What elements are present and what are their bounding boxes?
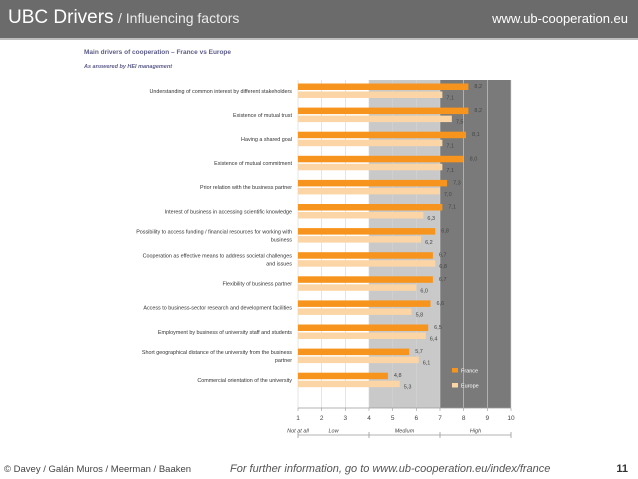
bar-europe (298, 187, 440, 195)
bar-france (298, 348, 410, 356)
value-label-france: 8,1 (472, 132, 480, 138)
value-label-france: 6,7 (439, 253, 447, 259)
category-label: Cooperation as effective means to addres… (143, 254, 293, 260)
bar-france (298, 252, 433, 259)
value-label-europe: 6,1 (423, 361, 431, 367)
header-divider (0, 38, 638, 40)
bar-europe (298, 115, 452, 123)
value-label-europe: 5,3 (404, 385, 412, 391)
x-tick-label: 2 (320, 415, 324, 422)
value-label-france: 6,7 (439, 277, 447, 283)
value-label-europe: 7,1 (446, 96, 454, 102)
bar-europe (298, 236, 422, 243)
bar-europe (298, 91, 443, 98)
category-label: Possibility to access funding / financia… (136, 229, 292, 235)
value-label-europe: 6,0 (420, 288, 428, 294)
x-tick-label: 1 (296, 415, 300, 422)
legend-label-france: France (461, 368, 478, 374)
band-high (440, 80, 511, 408)
value-label-europe: 7,1 (446, 144, 454, 150)
header-bar: UBC Drivers / Influencing factors www.ub… (0, 0, 638, 38)
bar-europe (298, 356, 419, 364)
bar-europe (298, 284, 417, 291)
page-title-main: UBC Drivers (8, 7, 114, 28)
bar-europe (298, 260, 436, 267)
bar-france (298, 107, 469, 115)
header-url: www.ub-cooperation.eu (492, 11, 628, 26)
value-label-france: 6,8 (441, 229, 449, 235)
bar-france (298, 276, 433, 283)
value-label-europe: 5,8 (416, 312, 424, 318)
x-tick-label: 7 (438, 415, 442, 422)
category-label: Having a shared goal (241, 137, 292, 143)
drivers-chart: Main drivers of cooperation – France vs … (83, 49, 515, 438)
value-label-europe: 7,1 (446, 168, 454, 174)
page-title: UBC Drivers / Influencing factors (8, 7, 239, 29)
category-label: partner (275, 358, 292, 364)
x-tick-label: 4 (367, 415, 371, 422)
bar-france (298, 228, 436, 235)
chart-title: Main drivers of cooperation – France vs … (84, 49, 231, 56)
value-label-france: 6,6 (437, 301, 445, 307)
bar-france (298, 372, 388, 380)
legend-swatch-europe (452, 383, 458, 388)
footer-info: For further information, go to www.ub-co… (230, 463, 551, 475)
category-label: Existence of mutual trust (233, 113, 293, 119)
bar-france (298, 204, 443, 211)
band-label-medium: Medium (395, 429, 415, 435)
bar-france (298, 179, 448, 187)
legend-label-europe: Europe (461, 383, 479, 389)
x-tick-label: 9 (486, 415, 490, 422)
value-label-europe: 7,0 (444, 192, 452, 198)
x-tick-label: 6 (415, 415, 419, 422)
value-label-europe: 6,2 (425, 240, 433, 246)
category-label: Employment by business of university sta… (158, 330, 292, 336)
x-tick-label: 10 (507, 415, 515, 422)
bar-france (298, 155, 464, 163)
value-label-france: 4,8 (394, 373, 402, 379)
bar-france (298, 83, 469, 90)
category-label: Short geographical distance of the unive… (142, 350, 292, 356)
bar-france (298, 324, 429, 331)
value-label-france: 7,1 (448, 205, 456, 211)
value-label-europe: 6,8 (439, 264, 447, 270)
value-label-europe: 6,4 (430, 337, 438, 343)
category-label: Interest of business in accessing scient… (165, 209, 292, 215)
footer-authors: © Davey / Galán Muros / Meerman / Baaken (4, 464, 192, 475)
band-label-high: High (470, 429, 481, 435)
category-label: Flexibility of business partner (222, 282, 292, 288)
value-label-france: 8,2 (474, 84, 482, 90)
bar-france (298, 300, 431, 307)
bar-europe (298, 212, 424, 219)
value-label-france: 5,7 (415, 349, 423, 355)
category-label: Understanding of common interest by diff… (149, 89, 292, 95)
category-label: Access to business-sector research and d… (143, 306, 292, 312)
value-label-france: 8,0 (470, 156, 478, 162)
legend-swatch-france (452, 368, 458, 373)
bar-europe (298, 163, 443, 171)
category-label: Prior relation with the business partner (200, 185, 292, 191)
bar-europe (298, 332, 426, 339)
bar-europe (298, 139, 443, 147)
value-label-france: 6,5 (434, 325, 442, 331)
x-tick-label: 5 (391, 415, 395, 422)
x-tick-label: 3 (344, 415, 348, 422)
bar-france (298, 131, 467, 139)
bar-europe (298, 380, 400, 388)
band-label-low: Low (328, 429, 339, 435)
category-label: business (271, 237, 293, 243)
category-label: and issues (266, 262, 292, 268)
page-number: 11 (616, 463, 628, 475)
value-label-france: 8,2 (474, 108, 482, 114)
value-label-france: 7,3 (453, 180, 461, 186)
page-title-subtitle: / Influencing factors (118, 10, 240, 26)
bar-europe (298, 308, 412, 315)
value-label-europe: 7,5 (456, 120, 464, 126)
value-label-europe: 6,3 (427, 216, 435, 222)
band-label-not-at-all: Not at all (287, 429, 309, 435)
category-label: Existence of mutual commitment (214, 161, 292, 167)
category-label: Commercial orientation of the university (197, 378, 292, 384)
chart-subtitle: As answered by HEI management (83, 64, 173, 70)
x-tick-label: 8 (462, 415, 466, 422)
